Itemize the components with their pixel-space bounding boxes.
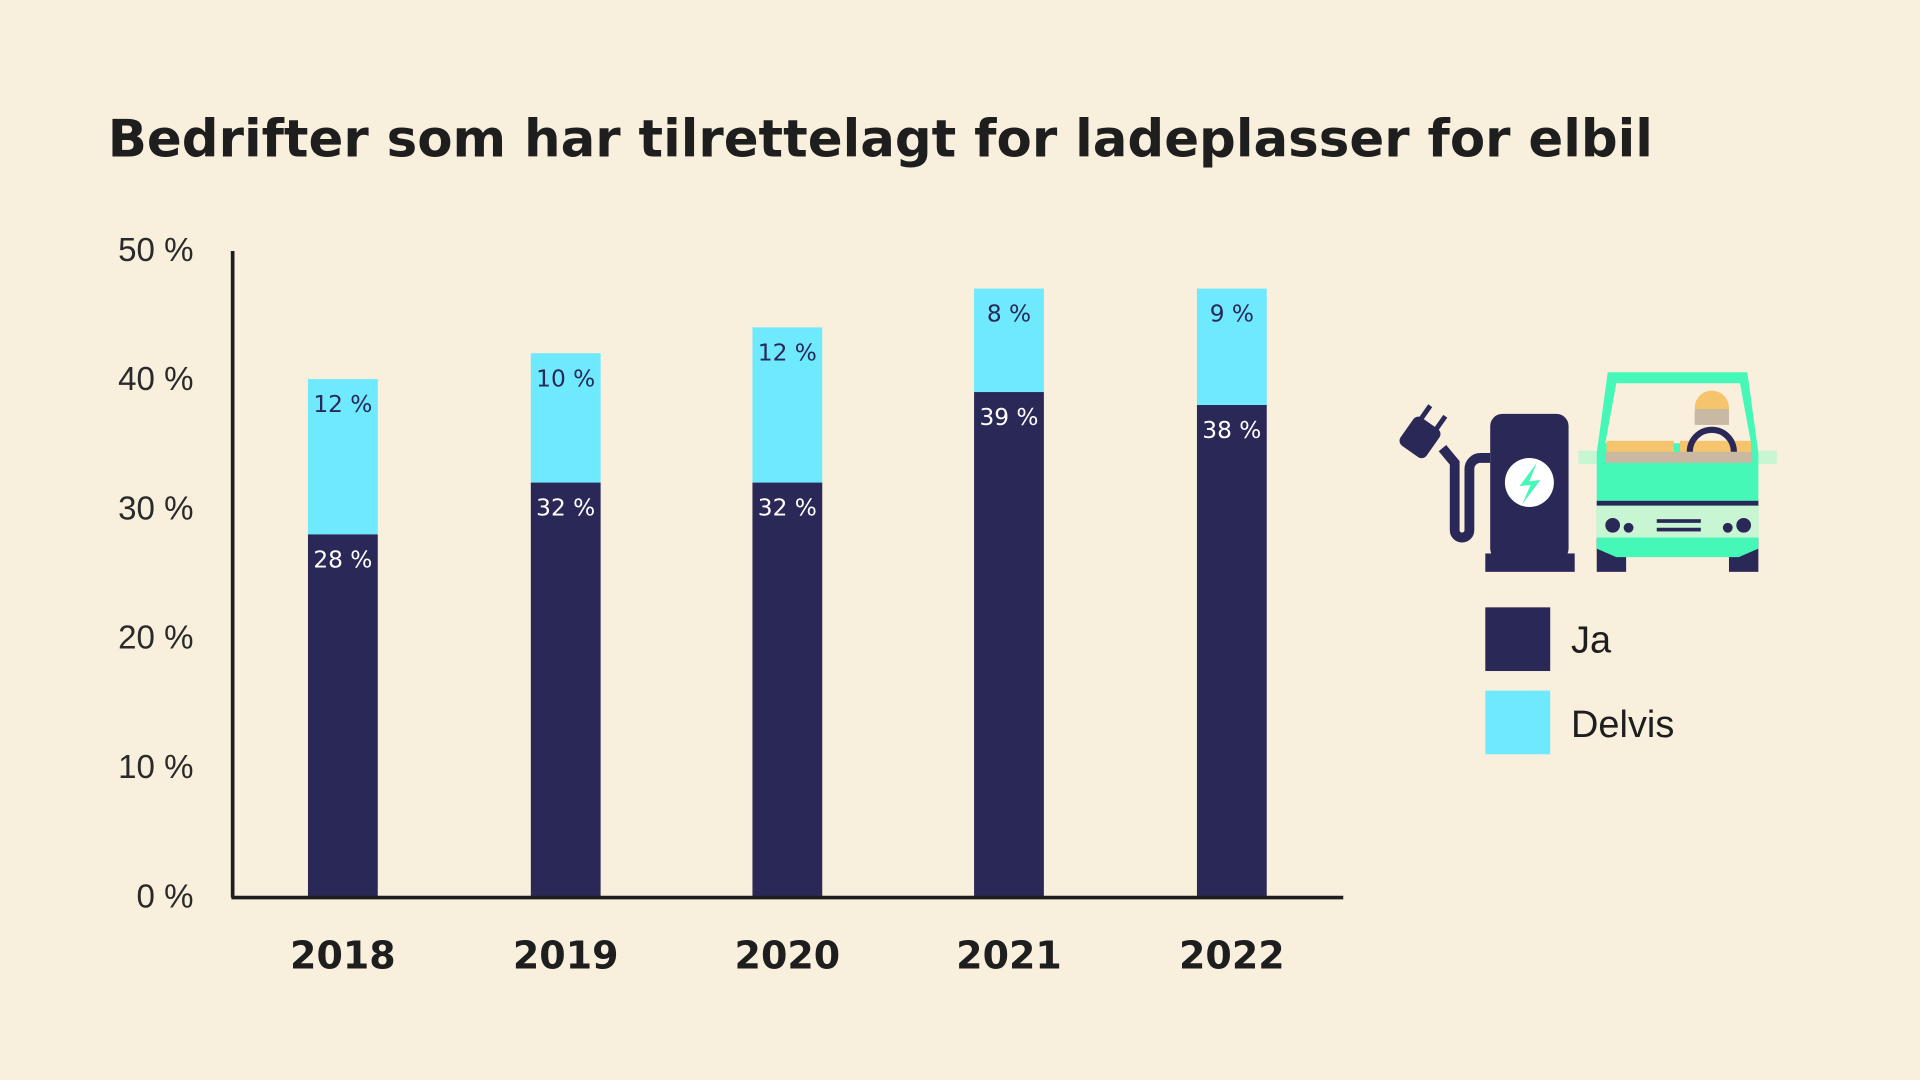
x-tick-label: 2019 (513, 934, 619, 978)
data-label: 12 % (313, 391, 372, 418)
data-label: 32 % (536, 495, 595, 522)
legend-swatch-ja (1485, 607, 1551, 672)
y-tick-label: 20 % (118, 620, 193, 657)
plug-icon (1399, 404, 1448, 459)
x-tick-label: 2020 (735, 934, 841, 978)
bar-ja-2019 (530, 482, 601, 897)
data-label: 39 % (979, 404, 1038, 431)
data-label: 10 % (536, 365, 595, 392)
bar-ja-2022 (1196, 404, 1267, 897)
bar-delvis-2019 (530, 353, 601, 483)
bar-ja-2021 (974, 392, 1044, 897)
legend: Ja Delvis (1485, 607, 1674, 755)
y-tick-label: 30 % (118, 490, 193, 527)
charging-station-icon (1399, 404, 1575, 572)
legend-swatch-delvis (1485, 690, 1551, 755)
data-label: 28 % (313, 546, 372, 573)
y-tick-label: 40 % (118, 361, 193, 398)
legend-label-ja: Ja (1571, 620, 1612, 662)
x-tick-label: 2018 (290, 934, 396, 978)
bar-ja-2018 (307, 534, 378, 897)
data-label: 38 % (1202, 417, 1261, 444)
van-icon (1578, 372, 1777, 572)
legend-label-delvis: Delvis (1571, 704, 1674, 746)
bar-ja-2020 (752, 482, 823, 897)
data-label: 32 % (758, 495, 817, 522)
data-label: 8 % (987, 301, 1031, 328)
bar-delvis-2018 (307, 379, 378, 535)
y-tick-label: 0 % (137, 878, 194, 915)
data-label: 9 % (1210, 301, 1254, 328)
ev-charging-illustration (1399, 372, 1777, 572)
y-tick-label: 50 % (118, 232, 193, 269)
lightning-icon (1519, 462, 1541, 505)
x-tick-label: 2022 (1179, 934, 1285, 978)
x-tick-label: 2021 (956, 934, 1062, 978)
y-tick-label: 10 % (118, 749, 193, 786)
bar-delvis-2022 (1196, 288, 1267, 405)
chart-title: Bedrifter som har tilrettelagt for ladep… (108, 110, 1653, 170)
bar-delvis-2021 (974, 288, 1044, 393)
bar-delvis-2020 (752, 327, 823, 483)
data-label: 12 % (758, 339, 817, 366)
